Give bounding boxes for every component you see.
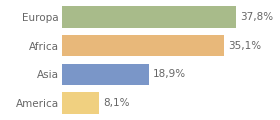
Text: 18,9%: 18,9% (153, 69, 186, 79)
Bar (62, 6, 237, 28)
Bar (62, 64, 149, 85)
Text: 8,1%: 8,1% (103, 98, 129, 108)
Text: 35,1%: 35,1% (228, 41, 261, 51)
Text: 37,8%: 37,8% (240, 12, 273, 22)
Bar (62, 92, 99, 114)
Bar (62, 35, 224, 56)
